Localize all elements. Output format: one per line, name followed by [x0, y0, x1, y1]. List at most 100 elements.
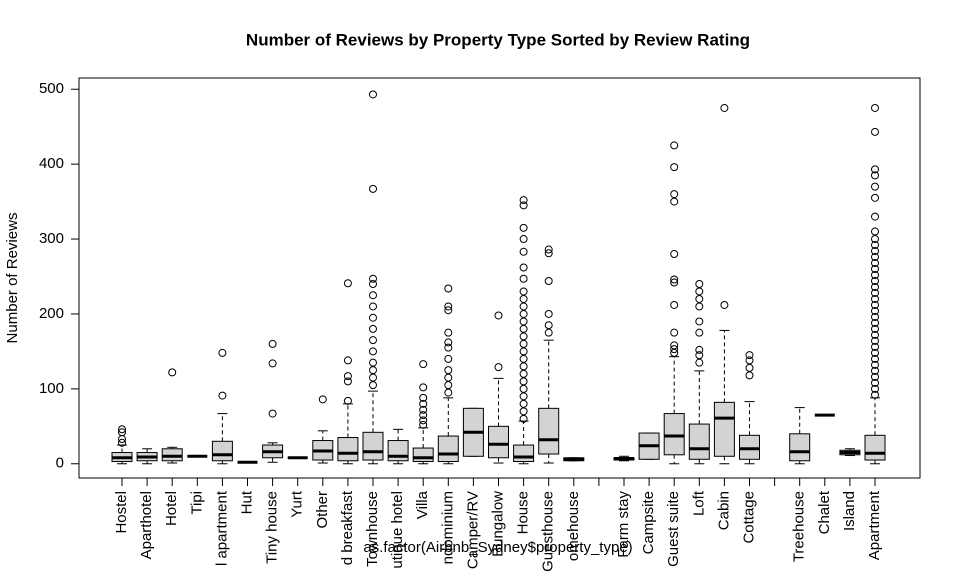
outlier — [695, 294, 704, 303]
outlier — [519, 274, 528, 283]
outlier — [519, 317, 528, 326]
outlier — [419, 420, 428, 429]
outlier — [118, 438, 126, 447]
x-tick-label: Tipi — [188, 491, 205, 515]
x-tick-label: Guest suite — [665, 491, 682, 567]
x-tick-label: Tiny house — [264, 491, 281, 564]
x-tick-label: d breakfast — [339, 490, 356, 565]
x-tick-label: Loft — [690, 490, 707, 516]
outlier — [720, 300, 729, 309]
outlier — [670, 163, 679, 172]
outlier — [871, 354, 879, 363]
outlier — [419, 399, 428, 408]
x-tick-label: Aparthotel — [138, 491, 155, 559]
x-tick-label: Cottage — [740, 491, 757, 544]
outlier — [670, 250, 679, 259]
outlier — [519, 196, 528, 205]
outlier — [218, 391, 227, 400]
x-tick-label: omehouse — [565, 491, 582, 561]
outlier — [871, 324, 879, 333]
outlier — [419, 360, 428, 369]
outlier — [670, 190, 679, 199]
outlier — [871, 312, 879, 321]
outlier — [871, 342, 879, 351]
x-tick-label: Other — [314, 491, 331, 529]
y-axis-label: Number of Reviews — [4, 213, 21, 344]
outlier — [871, 247, 879, 256]
x-tick-label: Farm stay — [615, 491, 632, 558]
outlier — [871, 193, 879, 202]
outlier — [519, 223, 528, 232]
outlier — [871, 336, 879, 345]
outlier — [369, 373, 377, 382]
x-tick-label: Apartment — [866, 490, 883, 560]
plot-frame — [78, 77, 921, 479]
box — [663, 413, 685, 456]
outlier — [419, 383, 428, 392]
outlier — [871, 348, 879, 357]
box — [688, 423, 710, 460]
outlier — [519, 309, 528, 318]
y-tick-label: 300 — [39, 230, 64, 247]
box — [488, 425, 509, 459]
box — [412, 447, 434, 463]
outlier — [871, 282, 879, 291]
outlier — [369, 302, 377, 311]
outlier — [871, 276, 879, 285]
outlier — [519, 377, 528, 386]
x-tick-label: utique hotel — [389, 491, 406, 569]
outlier — [519, 235, 528, 244]
outlier — [268, 409, 277, 418]
outlier — [369, 336, 377, 345]
outlier — [695, 287, 704, 296]
x-tick-label: Treehouse — [791, 491, 808, 562]
outlier — [419, 411, 428, 420]
outlier — [519, 362, 528, 371]
outlier — [871, 253, 879, 262]
outlier — [369, 358, 377, 367]
outlier — [419, 393, 428, 402]
outlier — [871, 378, 879, 387]
box — [362, 431, 384, 461]
outlier — [871, 372, 879, 381]
x-tick-label: Townhouse — [364, 491, 381, 567]
outlier — [695, 328, 704, 337]
outlier — [444, 284, 453, 293]
x-tick-label: Bungalow — [489, 491, 506, 557]
outlier — [519, 347, 528, 356]
outlier — [544, 321, 553, 330]
outlier — [343, 372, 352, 381]
outlier — [871, 127, 879, 136]
x-tick-label: Yurt — [289, 490, 306, 518]
x-tick-label: Cabin — [715, 491, 732, 530]
outlier — [444, 366, 453, 375]
outlier — [343, 377, 352, 386]
box — [538, 407, 560, 455]
outlier — [519, 201, 528, 210]
outlier — [343, 356, 352, 365]
outlier — [695, 317, 704, 326]
y-tick-label: 0 — [56, 455, 64, 472]
outlier — [419, 416, 428, 425]
outlier — [670, 300, 679, 309]
outlier — [343, 279, 352, 288]
x-tick-label: l apartment — [213, 490, 230, 566]
outlier — [444, 343, 453, 352]
outlier — [519, 384, 528, 393]
outlier — [871, 259, 879, 268]
box — [789, 433, 811, 462]
outlier — [369, 274, 377, 283]
x-tick-label: Hut — [238, 490, 255, 514]
outlier — [745, 363, 754, 372]
outlier — [670, 328, 679, 337]
box — [513, 444, 535, 463]
x-tick-label: Campsite — [640, 491, 657, 554]
outlier — [544, 309, 553, 318]
box — [864, 434, 886, 461]
outlier — [168, 368, 177, 377]
x-axis-label: as.factor(Airbnb_Sydney$property_type) — [363, 539, 632, 556]
outlier — [369, 184, 377, 193]
outlier — [544, 245, 553, 254]
outlier — [369, 279, 377, 288]
